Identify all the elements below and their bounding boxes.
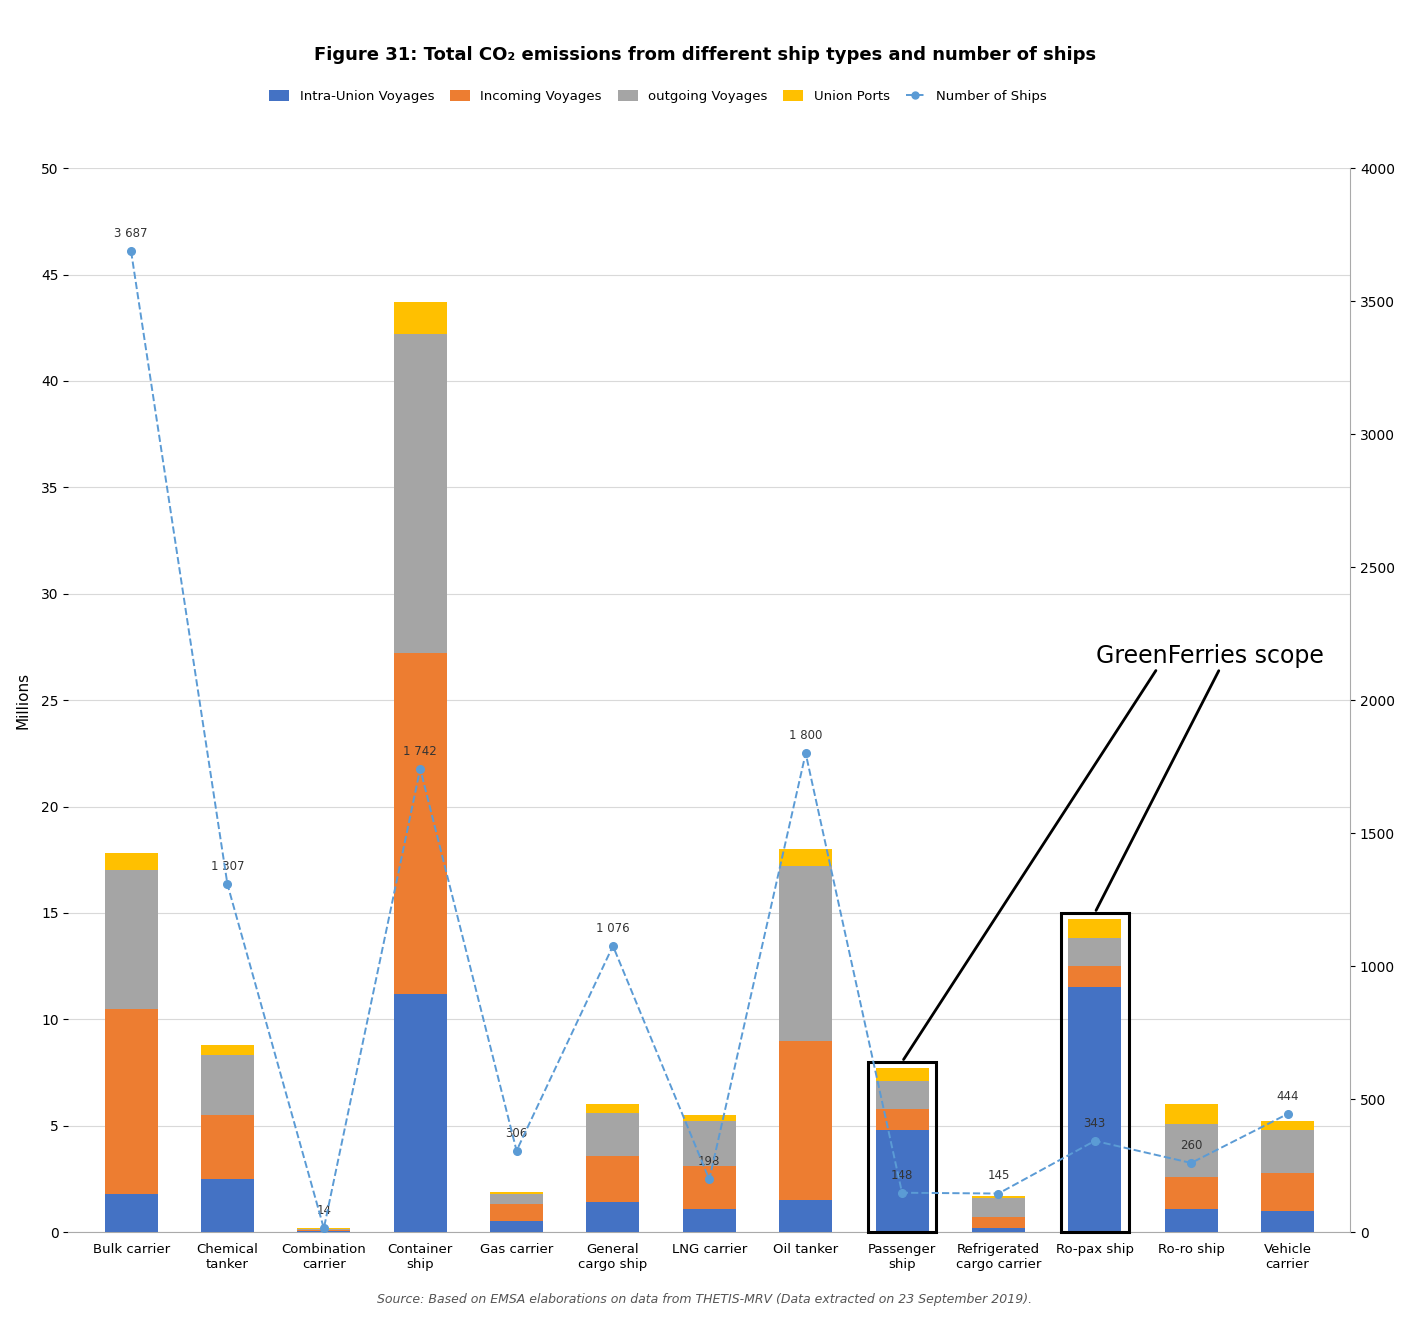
Bar bbox=[682, 1122, 736, 1166]
Text: 1 307: 1 307 bbox=[210, 861, 244, 874]
Bar bbox=[876, 1130, 929, 1232]
Text: 148: 148 bbox=[891, 1168, 914, 1181]
Bar bbox=[1261, 1172, 1314, 1211]
Bar bbox=[104, 854, 158, 870]
Text: 306: 306 bbox=[505, 1127, 527, 1139]
Text: 145: 145 bbox=[987, 1170, 1010, 1183]
Text: 3 687: 3 687 bbox=[114, 227, 148, 240]
Bar bbox=[202, 1115, 254, 1179]
Bar bbox=[780, 866, 832, 1041]
Text: 1 800: 1 800 bbox=[790, 729, 822, 743]
Bar bbox=[867, 1062, 936, 1232]
Bar bbox=[1165, 1176, 1218, 1209]
Text: 444: 444 bbox=[1276, 1090, 1299, 1103]
Bar bbox=[780, 1041, 832, 1200]
Bar bbox=[1261, 1122, 1314, 1130]
Bar bbox=[780, 1200, 832, 1232]
Bar bbox=[1069, 939, 1121, 967]
Text: 1 742: 1 742 bbox=[403, 745, 437, 757]
Bar bbox=[587, 1113, 640, 1155]
Bar bbox=[104, 1193, 158, 1232]
Text: 343: 343 bbox=[1084, 1116, 1105, 1130]
Bar bbox=[587, 1105, 640, 1113]
Bar bbox=[393, 302, 447, 334]
Bar bbox=[971, 1199, 1025, 1217]
Bar bbox=[1069, 967, 1121, 988]
Bar bbox=[202, 1179, 254, 1232]
Bar bbox=[682, 1209, 736, 1232]
Text: Source: Based on EMSA elaborations on data from THETIS-MRV (Data extracted on 23: Source: Based on EMSA elaborations on da… bbox=[378, 1293, 1032, 1306]
Text: 260: 260 bbox=[1180, 1139, 1203, 1152]
Bar bbox=[202, 1055, 254, 1115]
Text: 14: 14 bbox=[316, 1204, 331, 1217]
Bar bbox=[202, 1045, 254, 1055]
Bar bbox=[876, 1081, 929, 1109]
Bar bbox=[491, 1204, 543, 1221]
Legend: Intra-Union Voyages, Incoming Voyages, outgoing Voyages, Union Ports, Number of : Intra-Union Voyages, Incoming Voyages, o… bbox=[264, 85, 1052, 109]
Bar bbox=[1261, 1211, 1314, 1232]
Bar bbox=[971, 1217, 1025, 1228]
Bar bbox=[587, 1203, 640, 1232]
Bar bbox=[104, 870, 158, 1009]
Bar bbox=[1069, 919, 1121, 939]
Bar bbox=[491, 1221, 543, 1232]
Bar bbox=[393, 334, 447, 654]
Bar bbox=[682, 1166, 736, 1209]
Text: 198: 198 bbox=[698, 1155, 721, 1168]
Bar bbox=[1060, 912, 1129, 1232]
Text: Figure 31: Total CO₂ emissions from different ship types and number of ships: Figure 31: Total CO₂ emissions from diff… bbox=[314, 46, 1096, 65]
Bar bbox=[1165, 1123, 1218, 1176]
Bar bbox=[780, 849, 832, 866]
Bar bbox=[876, 1109, 929, 1130]
Bar bbox=[971, 1196, 1025, 1199]
Bar bbox=[393, 654, 447, 993]
Bar bbox=[682, 1115, 736, 1122]
Bar bbox=[971, 1228, 1025, 1232]
Y-axis label: Millions: Millions bbox=[16, 671, 30, 729]
Text: 1 076: 1 076 bbox=[596, 922, 630, 935]
Bar bbox=[876, 1069, 929, 1081]
Bar bbox=[587, 1155, 640, 1203]
Bar bbox=[491, 1193, 543, 1204]
Bar bbox=[1069, 988, 1121, 1232]
Text: GreenFerries scope: GreenFerries scope bbox=[1097, 644, 1324, 668]
Bar bbox=[104, 1009, 158, 1193]
Bar bbox=[1261, 1130, 1314, 1172]
Bar bbox=[491, 1192, 543, 1193]
Bar bbox=[1165, 1209, 1218, 1232]
Bar bbox=[1165, 1105, 1218, 1123]
Bar bbox=[393, 993, 447, 1232]
